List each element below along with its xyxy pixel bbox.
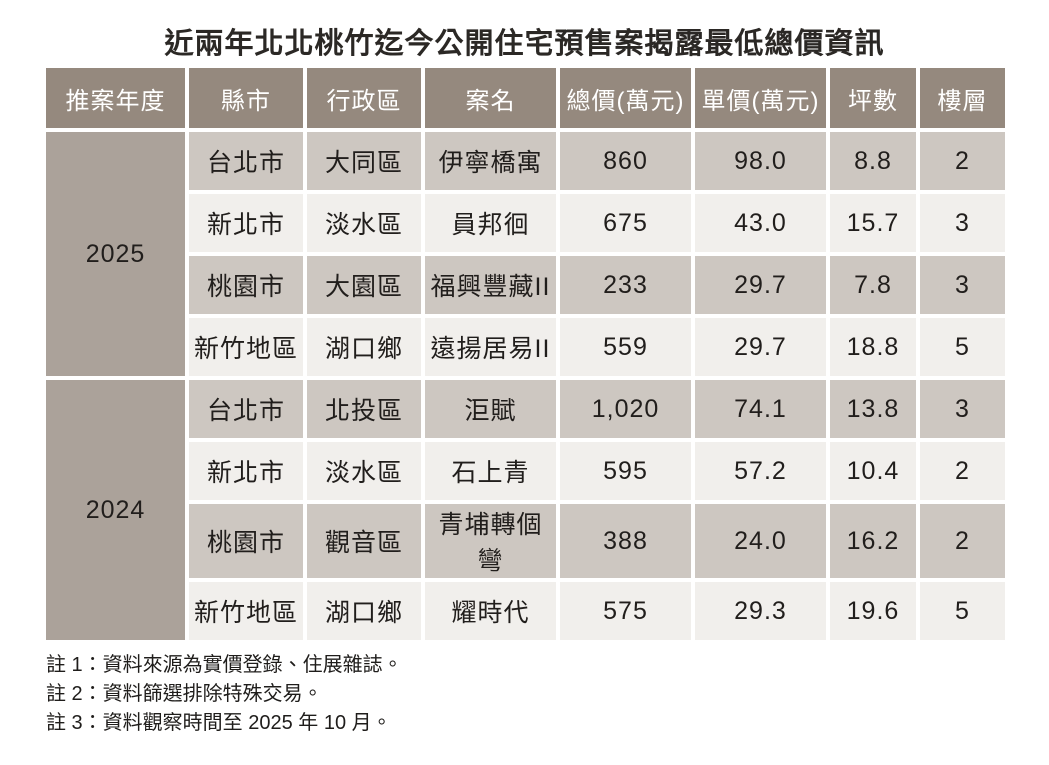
footnotes: 註 1：資料來源為實價登錄、住展雜誌。 註 2：資料篩選排除特殊交易。 註 3：…: [46, 652, 1049, 736]
cell-floor: 3: [920, 380, 1005, 438]
cell-total-price: 675: [560, 194, 691, 252]
header-cell-floor: 樓層: [920, 68, 1005, 128]
header-cell-size: 坪數: [830, 68, 916, 128]
note-line-1: 註 1：資料來源為實價登錄、住展雜誌。: [46, 654, 403, 676]
cell-unit-price: 43.0: [695, 194, 826, 252]
header-cell-total-price: 總價(萬元): [560, 68, 691, 128]
note-line-3: 註 3：資料觀察時間至 2025 年 10 月。: [46, 712, 392, 734]
cell-city: 台北市: [189, 132, 303, 190]
cell-city: 桃園市: [189, 256, 303, 314]
header-cell-city: 縣市: [189, 68, 303, 128]
cell-floor: 5: [920, 318, 1005, 376]
cell-unit-price: 24.0: [695, 504, 826, 578]
cell-floor: 5: [920, 582, 1005, 640]
cell-total-price: 1,020: [560, 380, 691, 438]
cell-project: 洰賦: [425, 380, 556, 438]
cell-project: 青埔轉個彎: [425, 504, 556, 578]
note-line-2: 註 2：資料篩選排除特殊交易。: [46, 683, 323, 705]
cell-city: 台北市: [189, 380, 303, 438]
cell-district: 湖口鄉: [307, 318, 421, 376]
header-cell-unit-price: 單價(萬元): [695, 68, 826, 128]
cell-size: 19.6: [830, 582, 916, 640]
table-row: 新竹地區 湖口鄉 耀時代 575 29.3 19.6 5: [46, 582, 1005, 640]
cell-total-price: 559: [560, 318, 691, 376]
cell-unit-price: 74.1: [695, 380, 826, 438]
table-row: 2024 台北市 北投區 洰賦 1,020 74.1 13.8 3: [46, 380, 1005, 640]
cell-unit-price: 29.3: [695, 582, 826, 640]
cell-project: 石上青: [425, 442, 556, 500]
cell-city: 新竹地區: [189, 318, 303, 376]
cell-floor: 3: [920, 194, 1005, 252]
cell-project: 耀時代: [425, 582, 556, 640]
infographic-page: 近兩年北北桃竹迄今公開住宅預售案揭露最低總價資訊 推案年度 縣市 行政區 案名 …: [0, 20, 1049, 736]
cell-floor: 3: [920, 256, 1005, 314]
cell-district: 淡水區: [307, 194, 421, 252]
cell-city: 桃園市: [189, 504, 303, 578]
cell-total-price: 388: [560, 504, 691, 578]
page-title: 近兩年北北桃竹迄今公開住宅預售案揭露最低總價資訊: [164, 28, 885, 60]
cell-project: 伊寧橋寓: [425, 132, 556, 190]
cell-size: 8.8: [830, 132, 916, 190]
table-row: 2025 台北市 大同區 伊寧橋寓 860 98.0 8.8 2: [46, 132, 1005, 376]
cell-project: 福興豐藏II: [425, 256, 556, 314]
cell-city: 新北市: [189, 442, 303, 500]
header-cell-project: 案名: [425, 68, 556, 128]
cell-floor: 2: [920, 442, 1005, 500]
cell-unit-price: 98.0: [695, 132, 826, 190]
header-cell-district: 行政區: [307, 68, 421, 128]
cell-unit-price: 29.7: [695, 256, 826, 314]
header-cell-year: 推案年度: [46, 68, 185, 128]
table-row: 桃園市 觀音區 青埔轉個彎 388 24.0 16.2 2: [46, 504, 1005, 578]
table-row: 桃園市 大園區 福興豐藏II 233 29.7 7.8 3: [46, 256, 1005, 314]
cell-size: 18.8: [830, 318, 916, 376]
cell-district: 大同區: [307, 132, 421, 190]
table-row: 新竹地區 湖口鄉 遠揚居易II 559 29.7 18.8 5: [46, 318, 1005, 376]
cell-size: 16.2: [830, 504, 916, 578]
cell-total-price: 575: [560, 582, 691, 640]
cell-unit-price: 57.2: [695, 442, 826, 500]
cell-total-price: 595: [560, 442, 691, 500]
cell-district: 湖口鄉: [307, 582, 421, 640]
year-cell-2024: 2024: [46, 380, 185, 640]
cell-size: 15.7: [830, 194, 916, 252]
cell-size: 10.4: [830, 442, 916, 500]
cell-size: 7.8: [830, 256, 916, 314]
cell-size: 13.8: [830, 380, 916, 438]
cell-city: 新竹地區: [189, 582, 303, 640]
cell-district: 淡水區: [307, 442, 421, 500]
header-row: 推案年度 縣市 行政區 案名 總價(萬元) 單價(萬元) 坪數 樓層: [46, 68, 1005, 128]
cell-unit-price: 29.7: [695, 318, 826, 376]
cell-city: 新北市: [189, 194, 303, 252]
cell-floor: 2: [920, 504, 1005, 578]
table-row: 新北市 淡水區 員邦徊 675 43.0 15.7 3: [46, 194, 1005, 252]
cell-district: 大園區: [307, 256, 421, 314]
cell-project: 員邦徊: [425, 194, 556, 252]
table-row: 新北市 淡水區 石上青 595 57.2 10.4 2: [46, 442, 1005, 500]
cell-district: 觀音區: [307, 504, 421, 578]
cell-project: 遠揚居易II: [425, 318, 556, 376]
cell-total-price: 233: [560, 256, 691, 314]
cell-district: 北投區: [307, 380, 421, 438]
cell-total-price: 860: [560, 132, 691, 190]
cell-floor: 2: [920, 132, 1005, 190]
year-cell-2025: 2025: [46, 132, 185, 376]
presale-price-table: 推案年度 縣市 行政區 案名 總價(萬元) 單價(萬元) 坪數 樓層 2025 …: [42, 64, 1009, 644]
